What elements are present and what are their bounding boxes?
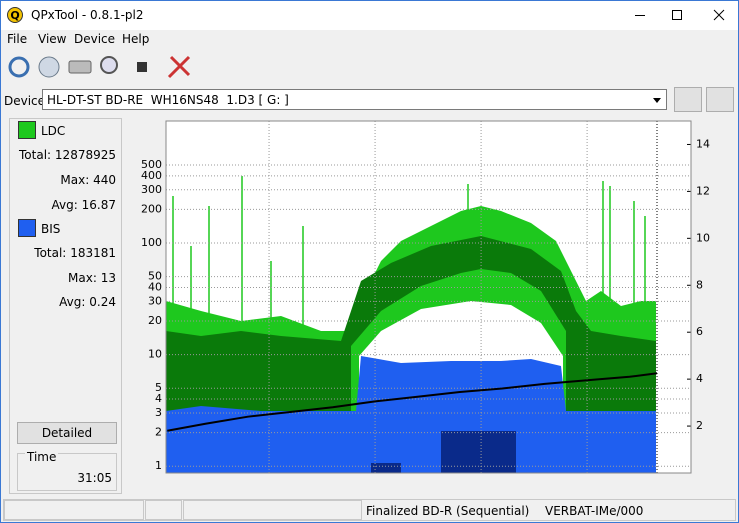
- speed-line: [167, 372, 658, 432]
- time-label: Time: [25, 450, 59, 464]
- y-tick-label: 10: [148, 348, 162, 361]
- ldc-swatch: [18, 121, 36, 139]
- menu-item[interactable]: File: [7, 32, 28, 46]
- maximize[interactable]: [672, 10, 682, 20]
- stat-label: Avg:: [51, 198, 78, 212]
- y-tick-label: 4: [155, 392, 162, 405]
- y-tick-label: 40: [148, 280, 162, 293]
- device-select[interactable]: HL-DT-ST BD-RE WH16NS48 1.D3 [ G: ]: [42, 89, 667, 110]
- y-tick-label: 5: [155, 381, 162, 394]
- y2-tick-label: 4: [696, 372, 703, 385]
- window-title: QPxTool - 0.8.1-pl2: [31, 8, 144, 22]
- time-value: 31:05: [77, 471, 112, 485]
- chart: 1234510203040501002003004005002468101214…: [141, 120, 710, 479]
- svg-text:Q: Q: [10, 9, 19, 22]
- window-controls[interactable]: [621, 1, 738, 30]
- y2-tick-label: 6: [696, 325, 703, 338]
- lock-button[interactable]: [706, 87, 734, 112]
- scan-button[interactable]: [100, 56, 118, 74]
- bis-swatch: [18, 219, 36, 237]
- menu-item[interactable]: Help: [122, 32, 150, 46]
- y-tick-label: 1: [155, 459, 162, 472]
- stat-value: 0.24: [89, 295, 116, 309]
- status-bar: Finalized BD-R (Sequential) VERBAT-IMe/0…: [3, 499, 736, 521]
- close[interactable]: [713, 9, 725, 21]
- refresh-button[interactable]: [8, 56, 30, 78]
- menu-item[interactable]: Device: [74, 32, 116, 46]
- stat-value: 16.87: [81, 198, 116, 212]
- y-tick-label: 400: [141, 169, 162, 182]
- y2-tick-label: 14: [696, 137, 710, 150]
- stop-button[interactable]: [137, 62, 147, 72]
- title-bar: Q QPxTool - 0.8.1-pl2: [1, 1, 738, 30]
- y2-tick-label: 8: [696, 278, 703, 291]
- x-tick-label: 20 GB: [570, 477, 604, 479]
- disc-button[interactable]: [38, 56, 60, 78]
- y2-tick-label: 12: [696, 184, 710, 197]
- y-tick-label: 200: [141, 202, 162, 215]
- status-cell: [145, 500, 182, 520]
- menu-bar: File View Device Help: [1, 30, 738, 49]
- stat-value: 440: [93, 173, 116, 187]
- x-tick-label: 15 GB: [464, 477, 498, 479]
- x-tick-label: 5 GB: [256, 477, 283, 479]
- status-text: VERBAT-IMe/000: [545, 504, 644, 518]
- y-tick-label: 500: [141, 158, 162, 171]
- device-value: HL-DT-ST BD-RE WH16NS48 1.D3 [ G: ]: [47, 93, 289, 107]
- y-tick-label: 2: [155, 426, 162, 439]
- y-tick-label: 20: [148, 314, 162, 327]
- y-tick-label: 3: [155, 406, 162, 419]
- drive-button[interactable]: [68, 60, 92, 74]
- stat-value: 12878925: [54, 148, 116, 162]
- device-label: Device:: [4, 94, 50, 108]
- ldc-label: LDC: [41, 124, 66, 138]
- menu-item[interactable]: View: [38, 32, 67, 46]
- plot-border: [165, 120, 692, 474]
- x-tick-label: 10 GB: [358, 477, 392, 479]
- y-tick-label: 50: [148, 270, 162, 283]
- status-cell: [4, 500, 144, 520]
- toolbar: [8, 55, 191, 79]
- bis-label: BIS: [41, 222, 61, 236]
- stat-label: Total:: [19, 148, 52, 162]
- settings-button[interactable]: [167, 55, 191, 79]
- stat-value: 183181: [70, 246, 116, 260]
- app-icon: Q: [7, 7, 23, 23]
- stat-label: Avg:: [59, 295, 86, 309]
- y2-tick-label: 2: [696, 419, 703, 432]
- y-tick-label: 100: [141, 236, 162, 249]
- stats-panel: LDC Total: 12878925 Max: 440 Avg: 16.87 …: [9, 118, 122, 494]
- status-cell: [183, 500, 362, 520]
- y-tick-label: 300: [141, 183, 162, 196]
- dropdown-arrow: [653, 98, 661, 103]
- stat-label: Total:: [34, 246, 67, 260]
- eject-button[interactable]: [674, 87, 702, 112]
- y2-tick-label: 10: [696, 231, 710, 244]
- stat-label: Max:: [68, 271, 97, 285]
- detailed-button[interactable]: Detailed: [17, 422, 117, 444]
- status-text: Finalized BD-R (Sequential): [366, 504, 530, 518]
- y-tick-label: 30: [148, 294, 162, 307]
- stat-label: Max:: [60, 173, 90, 187]
- stat-value: 13: [100, 271, 116, 285]
- time-group: Time 31:05: [17, 450, 117, 491]
